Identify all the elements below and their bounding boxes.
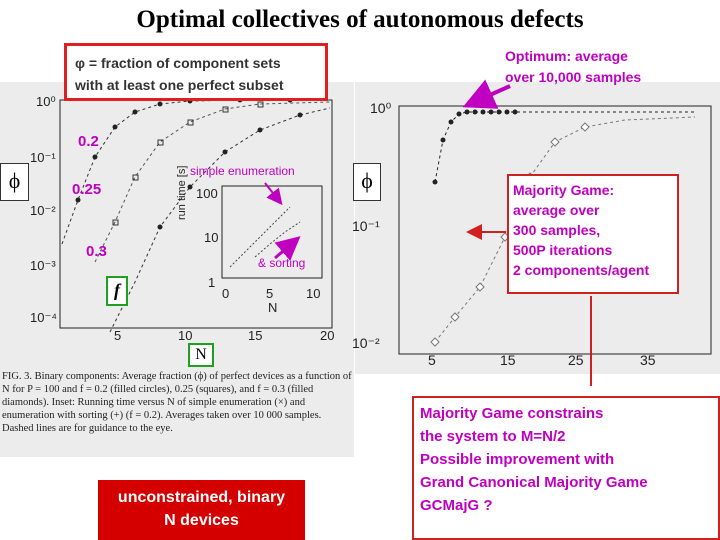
markers-f-0.3 (157, 112, 303, 230)
unconstrained-label: unconstrained, binary N devices (98, 480, 305, 540)
definition-box: φ = fraction of component sets with at l… (64, 43, 328, 101)
f-axis-label: f (106, 276, 128, 306)
optimum-line: Optimum: average (505, 48, 628, 64)
left-plot-svg (59, 97, 333, 333)
f-value-label: 0.3 (86, 243, 107, 260)
left-plot (0, 82, 354, 457)
left-x-tick: 15 (248, 328, 263, 343)
majority-game-box: Majority Game: average over 300 samples,… (507, 174, 679, 294)
unconstrained-line: unconstrained, binary (117, 489, 286, 506)
constraint-line: Majority Game constrains (420, 405, 604, 422)
constraint-box: Majority Game constrains the system to M… (412, 396, 720, 540)
left-x-tick: 10 (178, 328, 193, 343)
right-y-tick: 10⁻² (352, 335, 380, 351)
optimum-note: Optimum: average over 10,000 samples (505, 46, 685, 88)
markers-optimum (432, 109, 518, 185)
right-y-tick: 10⁰ (370, 100, 392, 116)
constraint-line: GCMajG ? (420, 497, 493, 514)
right-x-tick: 5 (428, 352, 436, 368)
right-x-tick: 25 (568, 352, 584, 368)
definition-line: φ = fraction of component sets (75, 55, 281, 71)
curve-f-0.2 (61, 99, 330, 245)
figure-caption: FIG. 3. Binary components: Average fract… (2, 371, 352, 434)
unconstrained-line: N devices (164, 512, 239, 529)
mg-line: 500P iterations (513, 242, 613, 258)
optimum-arrow (462, 79, 511, 109)
markers-f-0.25 (112, 101, 264, 226)
phi-label-left: ϕ (0, 163, 29, 201)
definition-line: with at least one perfect subset (75, 77, 284, 93)
constraint-line: Possible improvement with (420, 451, 615, 468)
left-y-tick: 10⁻² (30, 203, 56, 218)
simple-enumeration-arrow (264, 182, 283, 206)
inset-y-tick: 10 (204, 230, 219, 245)
right-plot-svg (398, 105, 712, 355)
right-plot-frame (398, 105, 712, 355)
f-value-label: 0.25 (72, 181, 102, 198)
inset-x-tick: 0 (222, 286, 230, 301)
right-x-tick: 15 (500, 352, 516, 368)
constraint-line: Grand Canonical Majority Game (420, 474, 648, 491)
curve-majority-game (434, 116, 696, 343)
phi-label-right: ϕ (353, 163, 381, 201)
inset-y-tick: 1 (208, 275, 216, 290)
optimum-line: over 10,000 samples (505, 69, 642, 85)
left-y-tick: 10⁻³ (30, 258, 56, 273)
inset-y-tick: 100 (196, 186, 218, 201)
mg-line: 2 components/agent (513, 262, 650, 278)
mg-line: average over (513, 202, 600, 218)
mg-line: 300 samples, (513, 222, 601, 238)
slide-title: Optimal collectives of autonomous defect… (136, 6, 584, 33)
curve-optimum (434, 111, 695, 183)
mg-line: Majority Game: (513, 182, 615, 198)
right-x-tick: 35 (640, 352, 656, 368)
left-y-tick: 10⁻¹ (30, 150, 56, 165)
sorting-arrow (274, 236, 301, 261)
N-axis-label: N (188, 343, 214, 367)
left-x-tick: 20 (320, 328, 335, 343)
inset-x-tick: 10 (306, 286, 321, 301)
left-y-tick: 10⁰ (36, 94, 56, 109)
inset-x-label: N (268, 300, 278, 315)
left-y-tick: 10⁻⁴ (30, 310, 57, 325)
constraint-line: the system to M=N/2 (420, 428, 566, 445)
right-y-tick: 10⁻¹ (352, 218, 380, 234)
f-value-label: 0.2 (78, 133, 99, 150)
markers-majority-game (430, 122, 590, 347)
left-x-tick: 5 (114, 328, 122, 343)
note-simple-enumeration: simple enumeration (190, 164, 295, 178)
inset-x-tick: 5 (266, 286, 274, 301)
